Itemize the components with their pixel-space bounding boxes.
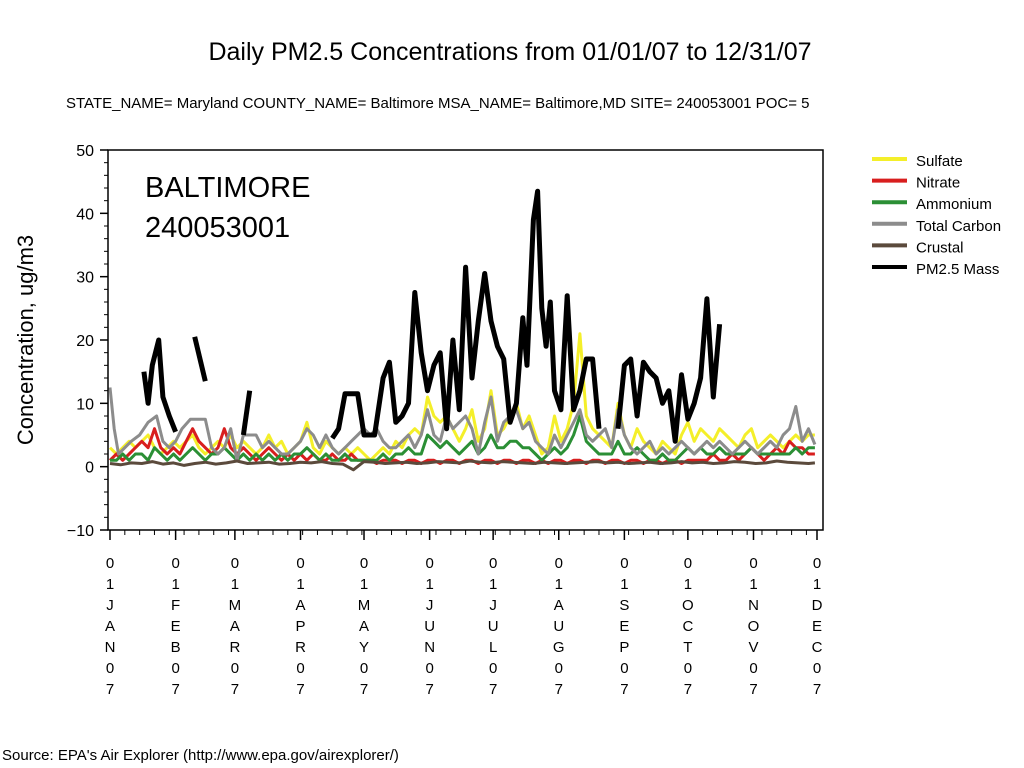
annotation-line-1: BALTIMORE (145, 172, 310, 204)
chart-title: Daily PM2.5 Concentrations from 01/01/07… (208, 38, 811, 66)
series-line (240, 390, 253, 436)
pm25-chart: Daily PM2.5 Concentrations from 01/01/07… (13, 38, 1001, 698)
series-layer (108, 188, 817, 472)
legend: Sulfate Nitrate Ammonium Total Carbon Crusta… (872, 153, 1001, 278)
y-axis: 50 40 30 20 10 0 −10 (67, 143, 108, 540)
legend-label: PM2.5 Mass (916, 261, 999, 278)
y-tick-label: 50 (76, 143, 94, 160)
y-tick-label: 20 (76, 333, 94, 350)
series-crustal (109, 459, 816, 472)
y-tick-label: 40 (76, 206, 94, 223)
y-tick-label: −10 (67, 523, 94, 540)
y-tick-label: 30 (76, 270, 94, 287)
series-line (141, 337, 178, 433)
chart-subtitle: STATE_NAME= Maryland COUNTY_NAME= Baltim… (66, 95, 809, 112)
series-line (109, 459, 816, 472)
legend-label: Crustal (916, 239, 964, 256)
y-tick-label: 0 (85, 460, 94, 477)
y-tick-label: 10 (76, 396, 94, 413)
legend-label: Total Carbon (916, 218, 1001, 235)
series-pm2-5-mass (141, 188, 723, 444)
series-line (615, 296, 723, 444)
series-total-carbon (108, 387, 817, 462)
legend-label: Sulfate (916, 153, 963, 170)
legend-label: Ammonium (916, 196, 992, 213)
x-axis: 0 1 J A N 0 7 0 1 F E B 0 7 0 1 M A R 0 7 0 1 A P R 0 7 0 1 M A Y 0 7 0 1 J U N… (105, 530, 823, 698)
series-line (330, 188, 602, 440)
series-line (108, 387, 817, 462)
source-footer: Source: EPA's Air Explorer (http://www.e… (2, 747, 399, 764)
annotation-line-2: 240053001 (145, 212, 290, 244)
series-line (192, 336, 208, 382)
y-axis-label: Concentration, ug/m3 (13, 235, 38, 445)
legend-label: Nitrate (916, 175, 960, 192)
